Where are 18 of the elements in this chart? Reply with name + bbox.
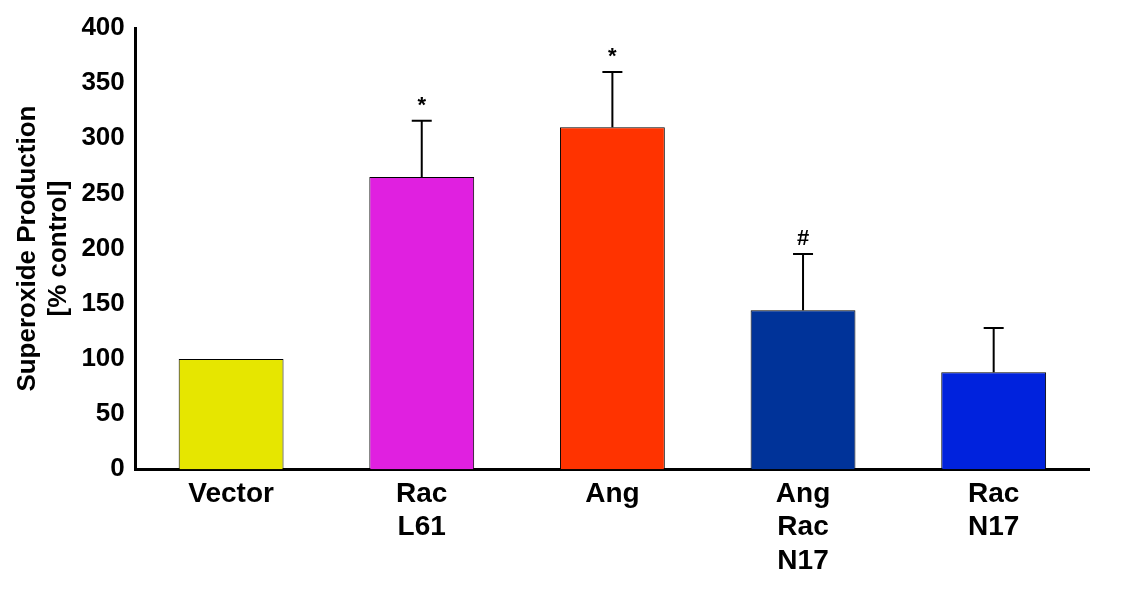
- y-tick-label: 150: [81, 286, 125, 317]
- annotation: *: [608, 43, 618, 69]
- x-tick-label: Vector: [188, 476, 274, 508]
- annotation: #: [796, 225, 810, 251]
- annotation: *: [417, 91, 427, 117]
- y-tick-label: 0: [110, 452, 125, 483]
- x-tick-label: Rac L61: [396, 476, 448, 542]
- y-tick-label: 100: [81, 342, 125, 373]
- x-tick-label: Ang Rac N17: [775, 476, 831, 575]
- y-tick-label: 200: [81, 231, 125, 262]
- x-tick-label: Rac N17: [967, 476, 1020, 542]
- y-tick-label: 50: [95, 397, 125, 428]
- y-tick-label: 300: [81, 121, 125, 152]
- y-axis-title: Superoxide Production [% control]: [10, 105, 72, 392]
- y-tick-label: 250: [81, 176, 125, 207]
- y-tick-label: 400: [81, 11, 125, 42]
- y-tick-label: 350: [81, 66, 125, 97]
- x-tick-label: Ang: [585, 476, 640, 508]
